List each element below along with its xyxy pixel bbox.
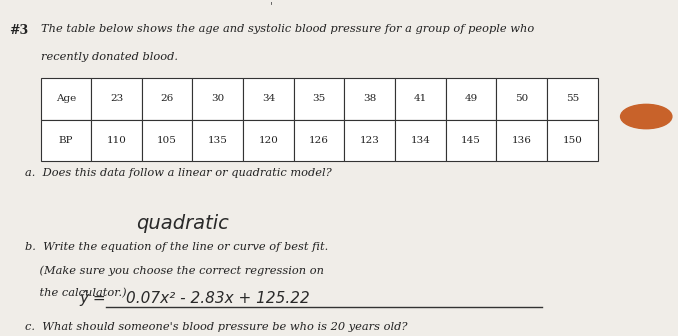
Text: 35: 35 [313,94,325,103]
Text: 0.07x² - 2.83x + 125.22: 0.07x² - 2.83x + 125.22 [126,291,310,306]
Text: 110: 110 [106,136,127,145]
Bar [395,78,445,120]
Text: 55: 55 [565,94,579,103]
Bar [496,120,547,161]
Text: c.  What should someone's blood pressure be who is 20 years old?: c. What should someone's blood pressure … [25,322,407,332]
Bar [294,120,344,161]
Bar [547,78,597,120]
Text: 50: 50 [515,94,528,103]
Bar [547,120,597,161]
Text: 134: 134 [410,136,431,145]
Bar [496,78,547,120]
Bar [294,78,344,120]
Text: 150: 150 [562,136,582,145]
Bar [41,120,92,161]
Text: 26: 26 [161,94,174,103]
Bar [142,120,193,161]
Text: the calculator.): the calculator.) [25,288,127,298]
Bar [92,78,142,120]
Text: quadratic: quadratic [136,214,229,233]
Text: 136: 136 [512,136,532,145]
Text: 145: 145 [461,136,481,145]
Bar [445,78,496,120]
Text: 126: 126 [309,136,329,145]
Text: 120: 120 [258,136,279,145]
Bar [344,78,395,120]
Text: ': ' [270,1,273,11]
Text: 41: 41 [414,94,427,103]
Text: ŷ =: ŷ = [79,290,111,306]
Text: recently donated blood.: recently donated blood. [41,52,178,62]
Bar [41,78,92,120]
Text: 123: 123 [360,136,380,145]
Bar [92,120,142,161]
Text: (Make sure you choose the correct regression on: (Make sure you choose the correct regres… [25,265,324,276]
Text: 105: 105 [157,136,177,145]
Bar [193,78,243,120]
Text: 23: 23 [110,94,123,103]
Text: 49: 49 [464,94,477,103]
Text: #3: #3 [9,24,28,37]
Bar [395,120,445,161]
Text: The table below shows the age and systolic blood pressure for a group of people : The table below shows the age and systol… [41,24,534,34]
Text: BP: BP [58,136,73,145]
Text: 135: 135 [208,136,228,145]
Circle shape [620,104,672,129]
Text: Age: Age [56,94,76,103]
Text: a.  Does this data follow a linear or quadratic model?: a. Does this data follow a linear or qua… [25,168,332,178]
Text: 38: 38 [363,94,376,103]
Bar [344,120,395,161]
Text: b.  Write the equation of the line or curve of best fit.: b. Write the equation of the line or cur… [25,242,328,252]
Bar [243,78,294,120]
Bar [193,120,243,161]
Bar [142,78,193,120]
Bar [243,120,294,161]
Text: 34: 34 [262,94,275,103]
Text: 30: 30 [211,94,224,103]
Bar [445,120,496,161]
